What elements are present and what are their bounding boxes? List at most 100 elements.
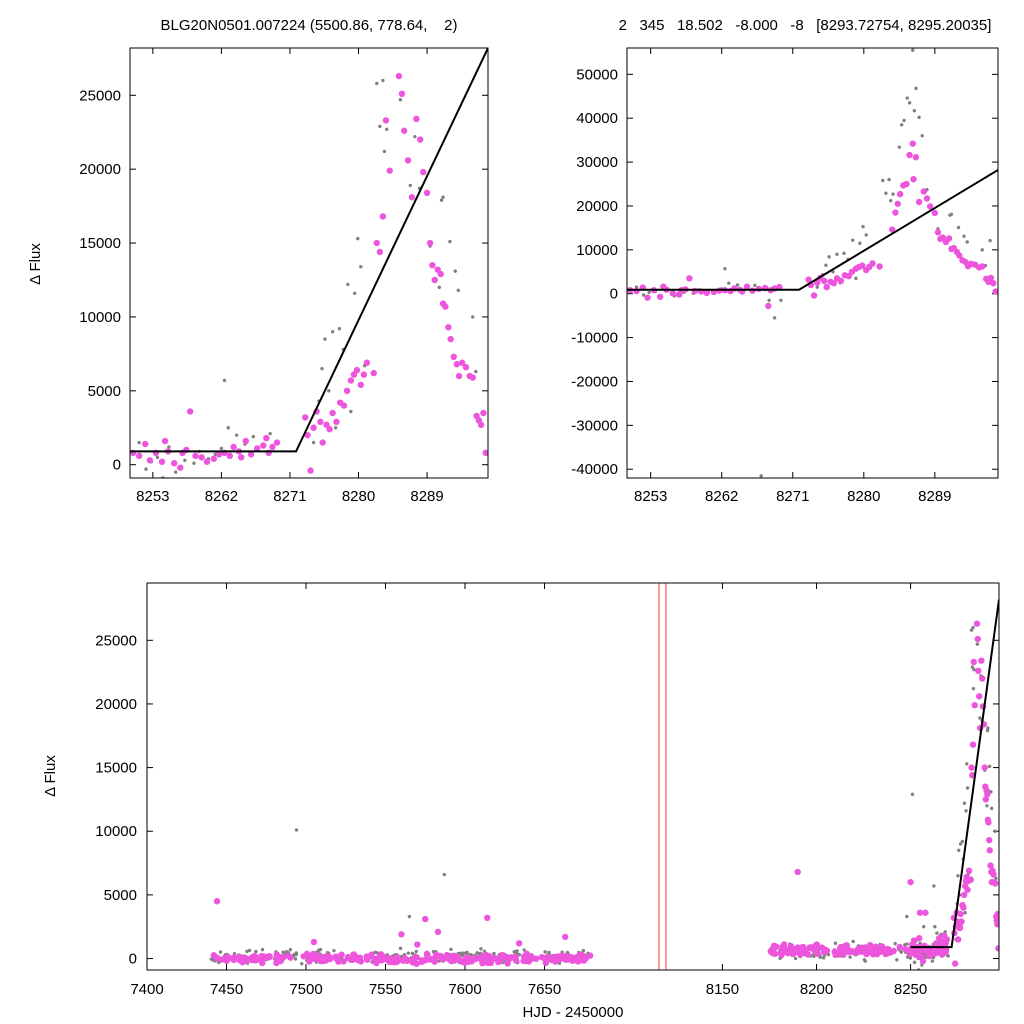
magenta-point	[656, 293, 664, 300]
x-tick-label: 8253	[136, 488, 169, 505]
gray-point	[346, 282, 350, 287]
x-tick-label: 7450	[210, 981, 243, 998]
magenta-point	[852, 949, 860, 956]
magenta-point	[789, 948, 796, 955]
magenta-point	[986, 847, 993, 854]
gray-point	[381, 78, 385, 83]
gray-point	[815, 285, 819, 289]
magenta-point	[978, 657, 985, 664]
magenta-point	[230, 443, 237, 451]
gray-point	[461, 951, 465, 955]
magenta-point	[771, 950, 779, 957]
magenta-point	[960, 891, 968, 899]
gray-point	[448, 239, 452, 244]
magenta-point	[447, 335, 454, 343]
gray-point	[512, 950, 516, 954]
gray-point	[219, 446, 224, 451]
gray-point	[956, 225, 961, 230]
gray-point	[437, 285, 441, 290]
gray-point	[333, 426, 338, 430]
magenta-point	[669, 290, 676, 297]
gray-point	[144, 467, 148, 471]
magenta-point	[845, 948, 853, 956]
magenta-point	[401, 127, 408, 134]
gray-point	[895, 958, 899, 962]
magenta-point	[995, 945, 999, 952]
panel-1: 8253 8262 8271 8280 8289 0 5000 10000 15000 20000…	[79, 47, 489, 505]
gray-point	[300, 961, 304, 966]
panel-1-y-axis-label: Δ Flux	[27, 243, 44, 285]
gray-point	[884, 191, 888, 195]
magenta-point	[528, 955, 536, 962]
gray-point	[858, 241, 862, 245]
magenta-point	[580, 957, 588, 964]
magenta-point	[820, 948, 828, 956]
magenta-point	[434, 928, 442, 936]
gray-point	[226, 426, 230, 430]
gray-point	[827, 255, 831, 259]
y-tick-label: 15000	[79, 235, 121, 252]
panel-2-title: 2 345 18.502 -8.000 -8 [8293.72754, 8295…	[619, 17, 992, 34]
magenta-point	[377, 951, 385, 958]
magenta-point	[423, 950, 431, 957]
magenta-point	[994, 910, 999, 918]
gray-point	[863, 959, 867, 963]
x-tick-label: 8150	[706, 981, 739, 998]
magenta-point	[896, 943, 903, 951]
gray-point	[174, 470, 178, 474]
x-tick-label: 8253	[634, 488, 667, 505]
magenta-point	[317, 418, 324, 426]
gray-point	[957, 848, 961, 853]
gray-point	[864, 233, 868, 237]
gray-point	[818, 955, 822, 960]
gray-point	[332, 949, 336, 953]
magenta-point	[974, 635, 981, 643]
magenta-point	[896, 190, 904, 198]
gray-point	[441, 195, 445, 199]
gray-point	[323, 337, 327, 341]
magenta-point	[382, 117, 390, 124]
gray-point	[793, 956, 798, 961]
x-tick-label: 7550	[369, 981, 402, 998]
panel-2: 8253 8262 8271 8280 8289 -40000 -30000 -20000 -1…	[571, 47, 999, 505]
magenta-point	[934, 229, 942, 236]
y-tick-label: 50000	[576, 66, 618, 83]
magenta-point	[992, 288, 998, 295]
gray-point	[887, 177, 891, 182]
magenta-point	[363, 953, 370, 960]
magenta-point	[161, 437, 169, 445]
magenta-point	[450, 952, 457, 960]
magenta-point	[333, 418, 340, 426]
gray-point	[337, 327, 342, 331]
magenta-point	[545, 953, 552, 961]
magenta-point	[499, 954, 507, 961]
magenta-point	[310, 938, 318, 946]
magenta-point	[285, 952, 292, 959]
gray-point	[851, 238, 855, 242]
magenta-point	[911, 937, 918, 944]
gray-point	[557, 961, 562, 965]
magenta-point	[379, 213, 387, 220]
gray-point	[479, 947, 483, 951]
magenta-point	[743, 283, 751, 290]
panel-3-y-axis-label: Δ Flux	[42, 755, 59, 797]
magenta-point	[957, 910, 964, 918]
magenta-point	[273, 439, 281, 446]
gray-point	[375, 81, 379, 86]
gray-point	[914, 86, 918, 91]
magenta-point	[319, 439, 326, 446]
magenta-point	[427, 956, 434, 963]
gray-point	[543, 950, 547, 954]
gray-point	[980, 248, 984, 252]
x-tick-label: 8271	[776, 488, 809, 505]
y-tick-label: 20000	[95, 696, 137, 713]
x-tick-label: 8262	[705, 488, 738, 505]
magenta-point	[445, 324, 452, 331]
y-tick-label: 10000	[576, 242, 618, 259]
y-tick-label: 20000	[79, 161, 121, 178]
gray-point	[772, 316, 777, 320]
gray-point	[581, 948, 586, 953]
gray-point	[439, 198, 444, 202]
magenta-point	[431, 276, 438, 284]
